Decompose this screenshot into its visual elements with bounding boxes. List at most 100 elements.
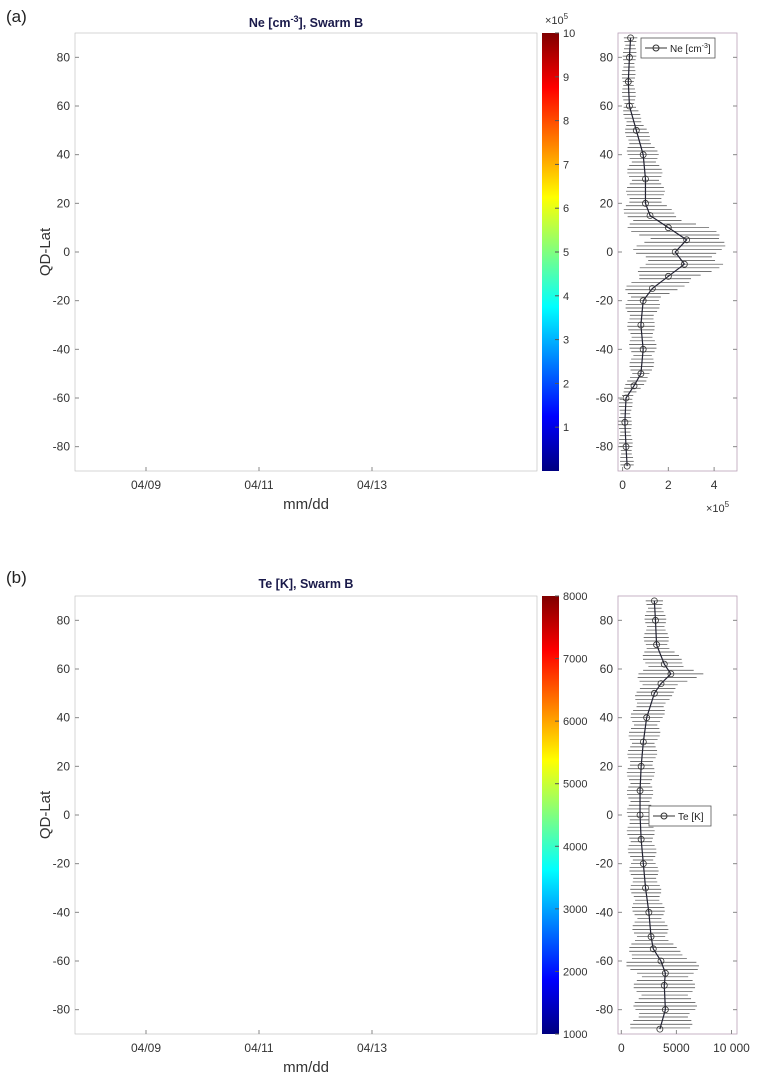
y-tick-label: -20 [53,857,71,871]
colorbar-tick-label: 1 [563,422,569,434]
profile-y-tick-label: -60 [596,391,614,405]
x-axis-label: mm/dd [283,496,329,513]
profile-marker [632,126,640,134]
y-axis-label: QD-Lat [37,227,54,276]
profile-marker [626,102,633,110]
profile-marker [624,78,632,86]
profile-line [639,600,672,1030]
colorbar-tick-label: 2000 [563,966,587,978]
profile-marker [660,981,668,989]
profile-y-tick-label: 40 [600,148,614,162]
colorbar-tick-label: 7000 [563,654,587,666]
profile-marker [649,945,657,953]
profile-marker [650,689,658,697]
profile-marker [653,641,660,649]
profile-marker [664,224,672,232]
profile-marker [683,236,691,244]
y-tick-label: 20 [57,196,71,210]
profile-marker [621,418,629,426]
profile-y-tick-label: 80 [600,50,614,64]
colorbar-tick-label: 3000 [563,904,587,916]
profile-marker [642,884,649,892]
profile-x-tick-label: 0 [619,478,626,492]
y-tick-label: -40 [53,342,71,356]
colorbar-tick-label: 3 [563,335,569,347]
y-tick-label: 80 [57,50,71,64]
profile-marker [637,762,645,770]
profile-y-tick-label: -60 [596,954,614,968]
colorbar-tick-label: 5 [563,247,569,259]
profile-marker [648,285,656,292]
colorbar-tick-label: 4 [563,291,569,303]
profile-y-tick-label: 20 [600,759,614,773]
profile-x-tick-label: 4 [711,478,718,492]
profile-marker [646,212,654,219]
y-axis-label: QD-Lat [37,790,54,839]
x-tick-label: 04/13 [357,1041,387,1055]
profile-y-tick-label: 40 [600,711,614,725]
x-tick-label: 04/13 [357,478,387,492]
colorbar-tick-label: 5000 [563,779,587,791]
profile-y-tick-label: 20 [600,196,614,210]
profile-marker [637,321,645,329]
y-tick-label: 40 [57,711,71,725]
legend-marker-icon [660,812,668,820]
profile-marker [622,394,630,402]
profile-marker [650,597,658,605]
profile-marker [639,297,647,305]
colorbar-tick-label: 6000 [563,716,587,728]
profile-marker [637,370,645,378]
profile-marker [656,1025,664,1033]
colorbar [542,596,559,1034]
heatmap-title-a: Ne [cm-3], Swarm B [249,14,363,30]
colorbar-multiplier-a: ×105 [545,12,569,27]
profile-marker [660,660,668,668]
y-tick-label: 40 [57,148,71,162]
colorbar-tick-label: 2 [563,378,569,390]
profile-marker [667,670,675,678]
colorbar-tick-label: 8000 [563,591,587,603]
y-tick-label: -40 [53,905,71,919]
legend-label: Ne [cm-3] [670,43,711,55]
profile-y-tick-label: 0 [606,808,613,822]
profile-marker [623,462,631,470]
profile-marker [636,811,644,819]
x-tick-label: 04/11 [244,478,273,492]
legend-label: Te [K] [678,812,704,823]
profile-y-tick-label: 0 [606,245,613,259]
profile-x-tick-label: 2 [665,478,672,492]
profile-marker [642,199,649,207]
colorbar-tick-label: 8 [563,116,569,128]
profile-y-tick-label: -80 [596,1003,614,1017]
profile-marker [639,860,647,868]
profile-marker [639,345,647,353]
profile-marker [661,969,669,977]
legend-box [640,37,716,59]
profile-marker [657,957,665,965]
profile-y-tick-label: -20 [596,294,614,308]
colorbar [542,33,559,471]
profile-multiplier-a: ×105 [706,500,730,515]
profile-x-tick-label: 5000 [663,1041,690,1055]
panel-b: (b) Te [K], Swarm B 80 60 40 20 0 -20 -40 -60 -8… [6,568,750,1076]
y-tick-label: -20 [53,294,71,308]
x-axis-label: mm/dd [283,1059,329,1076]
profile-marker [639,738,647,746]
profile-line [624,37,688,467]
heatmap-title-b: Te [K], Swarm B [259,577,354,591]
colorbar-tick-label: 6 [563,203,569,215]
profile-marker [643,714,651,722]
profile-marker [630,382,638,390]
y-tick-label: -60 [53,954,71,968]
colorbar-tick-label: 4000 [563,841,587,853]
y-tick-label: 60 [57,662,71,676]
profile-axes-a [617,32,738,472]
y-tick-label: 0 [63,245,70,259]
legend-box [648,805,712,827]
legend-marker-icon [652,44,660,52]
y-tick-label: 80 [57,613,71,627]
profile-marker [637,835,645,843]
y-tick-label: 20 [57,759,71,773]
